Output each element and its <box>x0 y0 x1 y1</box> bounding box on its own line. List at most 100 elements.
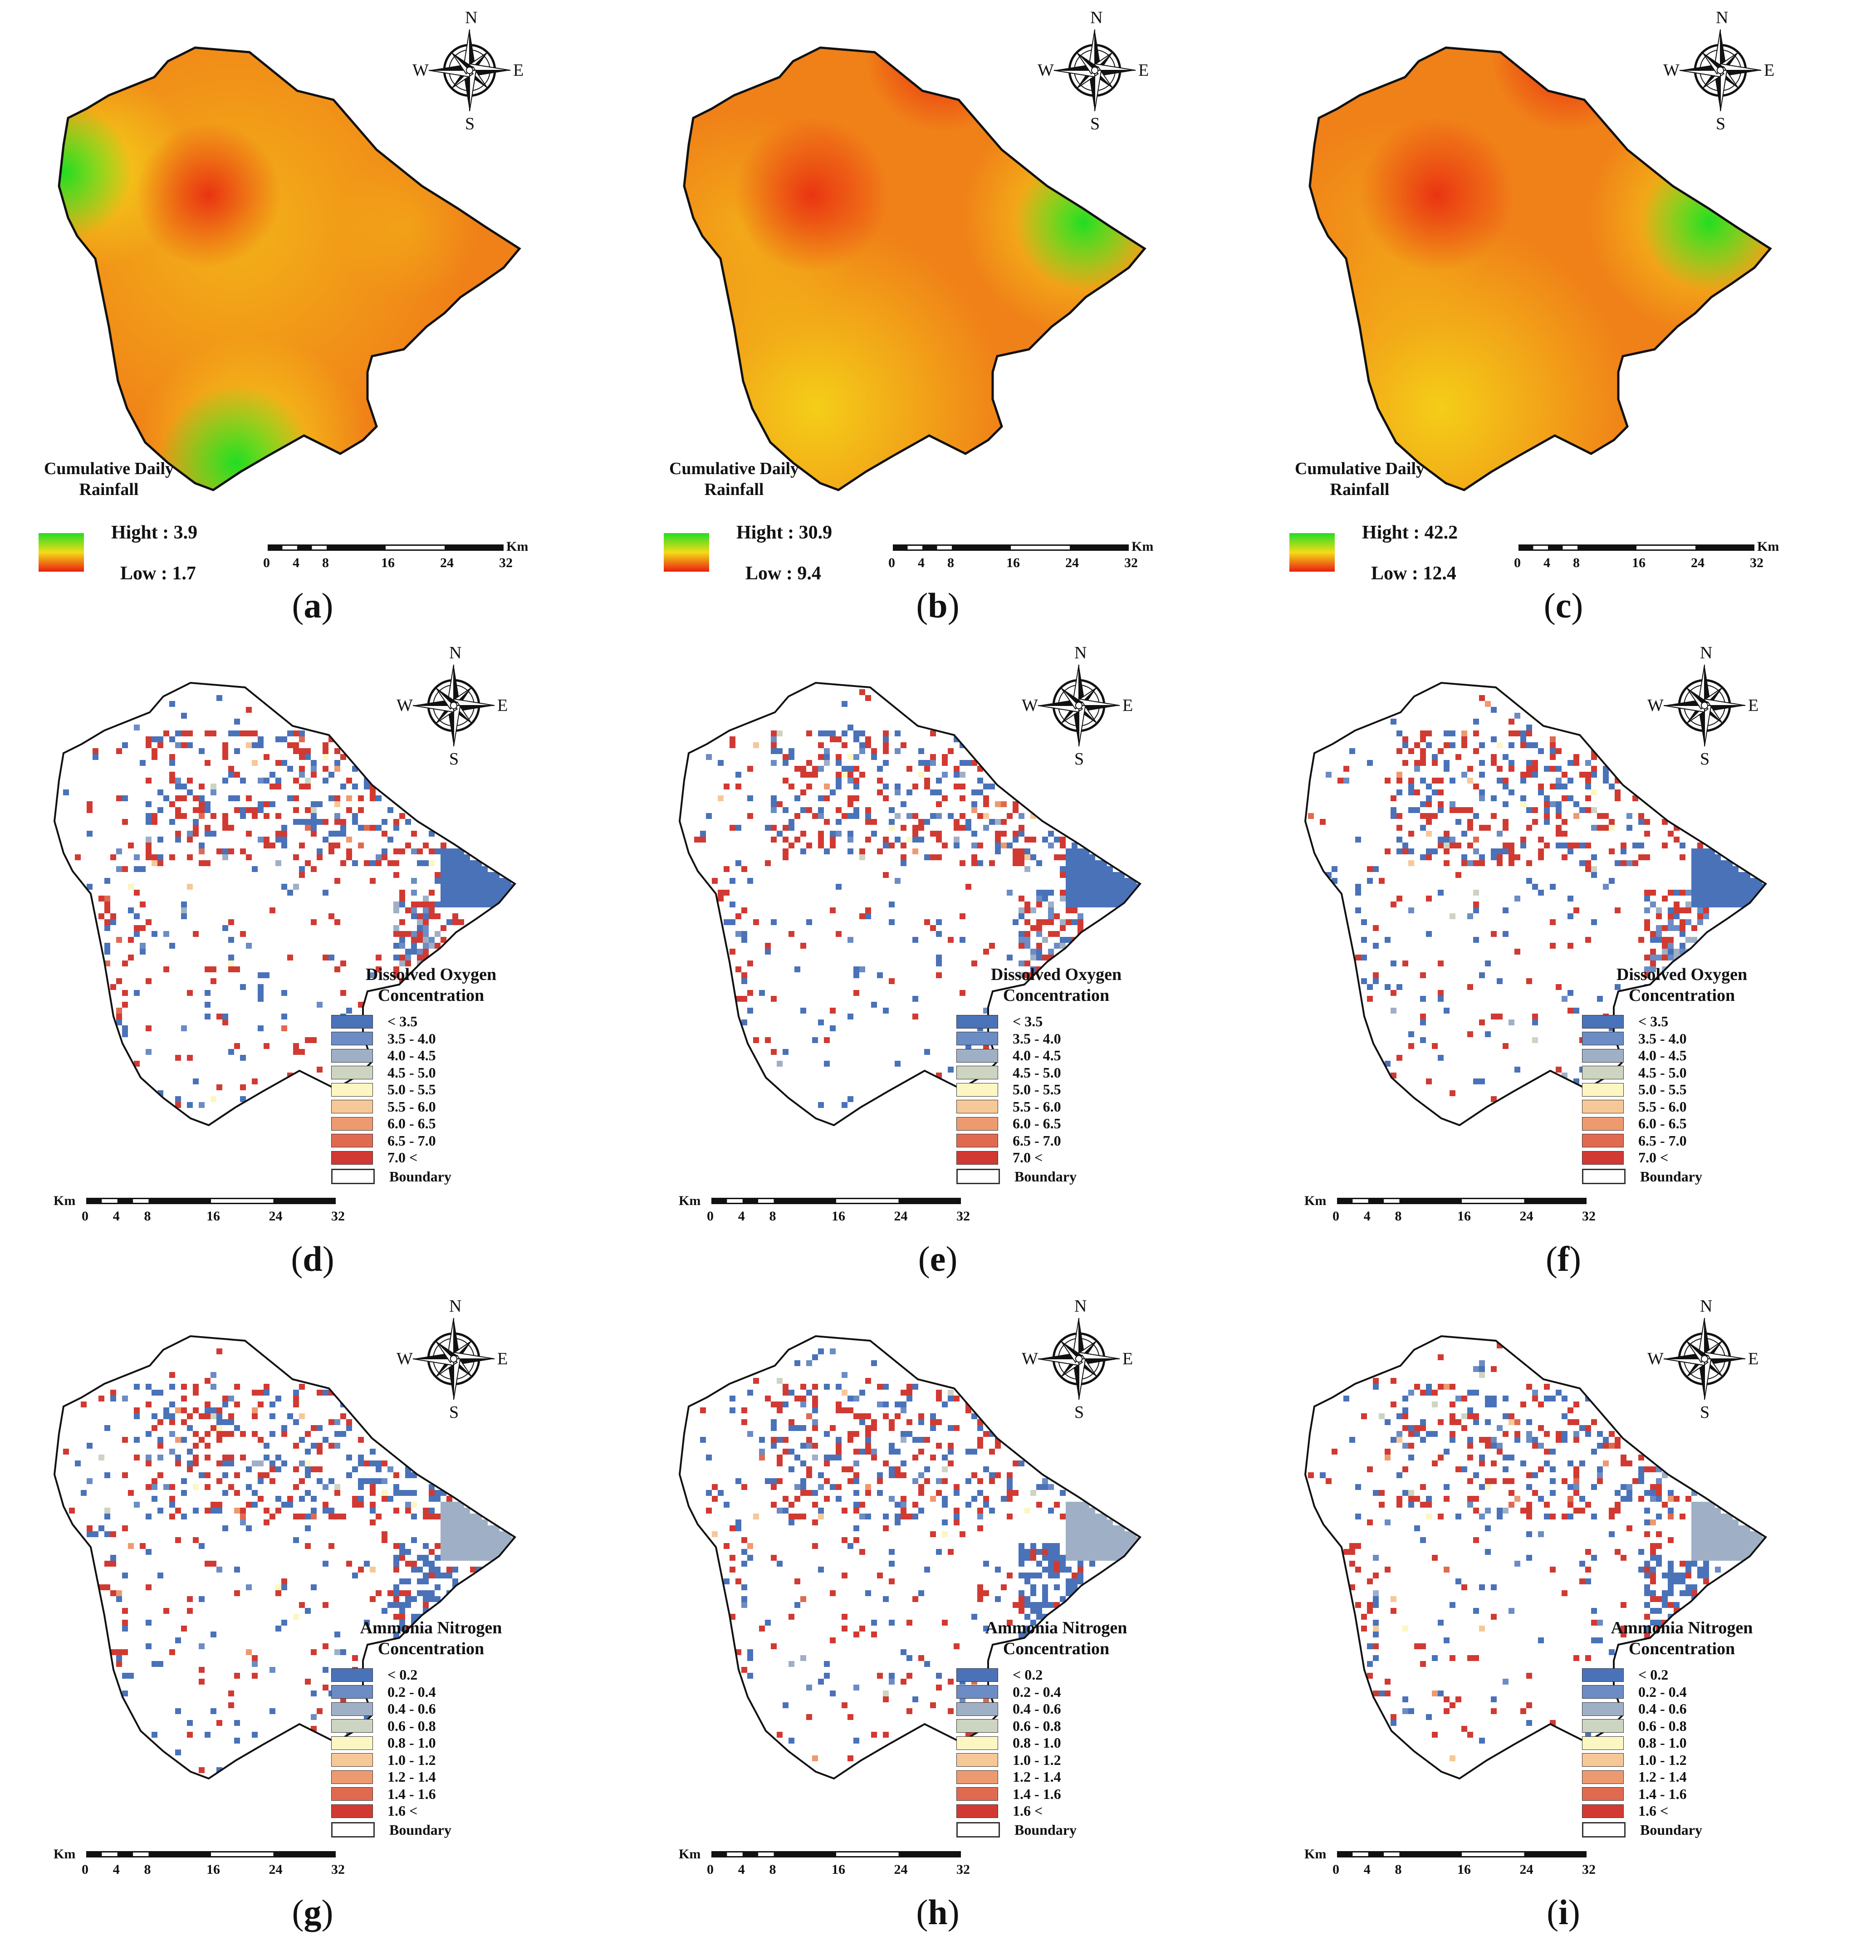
legend-low-value: Low : 9.4 <box>745 563 821 584</box>
legend-label: < 0.2 <box>1638 1666 1669 1683</box>
legend-entry: 4.5 - 5.0 <box>1582 1063 1687 1081</box>
compass-rose <box>1053 29 1136 112</box>
legend-label: 5.5 - 6.0 <box>1638 1098 1687 1115</box>
legend-label: 4.0 - 4.5 <box>387 1047 436 1064</box>
dissolved-oxygen-map-panel-f: N S W E Dissolved Oxygen Concentration < 3.5 3.… <box>1251 643 1876 1307</box>
scale-tick-label: 32 <box>1124 555 1138 570</box>
watershed-boundary <box>678 681 1141 1127</box>
legend-label: 1.6 < <box>1013 1803 1043 1819</box>
panel-caption-letter: g <box>304 1892 322 1932</box>
legend-entry-boundary: Boundary <box>331 1167 451 1185</box>
compass-letter-n: N <box>1700 1297 1713 1316</box>
legend-swatch <box>956 1134 998 1148</box>
legend-label: 0.2 - 0.4 <box>387 1683 436 1700</box>
legend-entry: 0.6 - 0.8 <box>956 1716 1061 1735</box>
legend-title-line: Concentration <box>377 986 485 1005</box>
legend-entry: 1.6 < <box>331 1801 417 1819</box>
compass-letter-n: N <box>1716 8 1729 27</box>
compass-letter-e: E <box>1764 61 1775 80</box>
scale-tick-label: 4 <box>113 1862 120 1877</box>
legend-entry: 5.5 - 6.0 <box>331 1097 436 1115</box>
scale-tick-label: 24 <box>1519 1209 1533 1224</box>
scale-tick-label: 24 <box>894 1209 908 1224</box>
scale-bar <box>1518 544 1754 551</box>
scale-tick-label: 8 <box>769 1209 776 1224</box>
legend-title-line: Ammonia Nitrogen <box>360 1618 502 1637</box>
panel-caption: (c) <box>1543 586 1583 625</box>
legend-label: 0.8 - 1.0 <box>387 1735 436 1751</box>
scale-tick-label: 32 <box>956 1209 970 1224</box>
legend-swatch <box>1582 1169 1626 1185</box>
legend-entry: 6.5 - 7.0 <box>331 1131 436 1149</box>
scale-bar <box>86 1198 336 1204</box>
legend-entry: 1.4 - 1.6 <box>956 1784 1061 1803</box>
compass-rose <box>412 664 495 747</box>
scale-bar <box>893 544 1129 551</box>
legend-swatch <box>1582 1702 1624 1716</box>
scale-tick-label: 4 <box>1363 1209 1371 1224</box>
panel-caption-letter: b <box>928 586 948 625</box>
legend-swatch <box>1582 1787 1624 1801</box>
compass-letter-w: W <box>412 61 429 80</box>
legend-label: Boundary <box>1014 1168 1077 1185</box>
legend-label: 4.5 - 5.0 <box>1638 1064 1687 1081</box>
panel-caption-letter: f <box>1558 1239 1569 1279</box>
scale-tick-label: 32 <box>1750 555 1763 570</box>
legend-entry: 5.0 - 5.5 <box>956 1080 1061 1098</box>
legend-label: 7.0 < <box>1638 1149 1669 1166</box>
dissolved-oxygen-map-panel-e: N S W E Dissolved Oxygen Concentration < 3.5 3.… <box>625 643 1250 1307</box>
legend-label: 1.6 < <box>1638 1803 1669 1819</box>
compass-letter-e: E <box>1122 1349 1133 1368</box>
legend-swatch <box>956 1719 998 1733</box>
legend-swatch <box>331 1032 373 1046</box>
legend-entry: 1.0 - 1.2 <box>1582 1750 1687 1769</box>
legend-entry: 5.5 - 6.0 <box>956 1097 1061 1115</box>
legend-entry: < 3.5 <box>1582 1012 1668 1030</box>
scale-tick-label: 16 <box>832 1862 845 1877</box>
scale-tick-label: 8 <box>1395 1209 1402 1224</box>
compass-rose <box>1038 664 1120 747</box>
compass-letter-e: E <box>1748 1349 1759 1368</box>
legend-swatch <box>1582 1668 1624 1682</box>
legend-title-line: Ammonia Nitrogen <box>985 1618 1127 1637</box>
legend-entry: 1.6 < <box>1582 1801 1668 1819</box>
panel-caption: (b) <box>916 586 960 625</box>
scale-bar <box>86 1851 336 1857</box>
scale-unit: Km <box>1304 1193 1327 1208</box>
scale-tick-label: 4 <box>1543 555 1550 570</box>
legend-swatch <box>1582 1685 1624 1699</box>
legend-entry: 7.0 < <box>331 1148 417 1166</box>
legend-swatch <box>331 1770 373 1784</box>
scale-tick-label: 0 <box>1332 1862 1339 1877</box>
compass-letter-e: E <box>1138 61 1149 80</box>
legend-label: < 0.2 <box>1013 1666 1043 1683</box>
legend-entry: 6.5 - 7.0 <box>1582 1131 1687 1149</box>
legend-entry: 0.4 - 0.6 <box>331 1699 436 1717</box>
legend-swatch <box>331 1668 373 1682</box>
legend-label: 1.4 - 1.6 <box>1013 1785 1061 1802</box>
panel-caption: (a) <box>292 586 333 625</box>
legend-swatch <box>1582 1151 1624 1165</box>
panel-caption-letter: h <box>928 1892 948 1932</box>
classified-map <box>678 1318 1141 1857</box>
scale-unit: Km <box>1131 539 1154 554</box>
legend-title-line: Concentration <box>1628 1639 1735 1658</box>
legend-label: 0.2 - 0.4 <box>1638 1683 1687 1700</box>
legend-label: 5.0 - 5.5 <box>1638 1081 1687 1098</box>
rainfall-map <box>39 29 521 572</box>
legend-swatch <box>331 1685 373 1699</box>
legend-high-value: Hight : 3.9 <box>111 522 198 543</box>
legend-entry: 0.4 - 0.6 <box>956 1699 1061 1717</box>
compass-letter-n: N <box>1090 8 1103 27</box>
scale-bar <box>268 544 504 551</box>
scale-tick-label: 0 <box>82 1209 88 1224</box>
legend-title-line: Concentration <box>1628 986 1735 1005</box>
legend-title-line: Concentration <box>1003 1639 1110 1658</box>
legend-title-line: Cumulative Daily <box>1294 459 1425 478</box>
legend-swatch <box>331 1134 373 1148</box>
scale-tick-label: 8 <box>144 1862 151 1877</box>
compass-letter-e: E <box>1748 696 1759 715</box>
legend-label: 3.5 - 4.0 <box>1638 1030 1687 1047</box>
legend-label: 4.5 - 5.0 <box>387 1064 436 1081</box>
compass-letter-n: N <box>1074 643 1087 662</box>
